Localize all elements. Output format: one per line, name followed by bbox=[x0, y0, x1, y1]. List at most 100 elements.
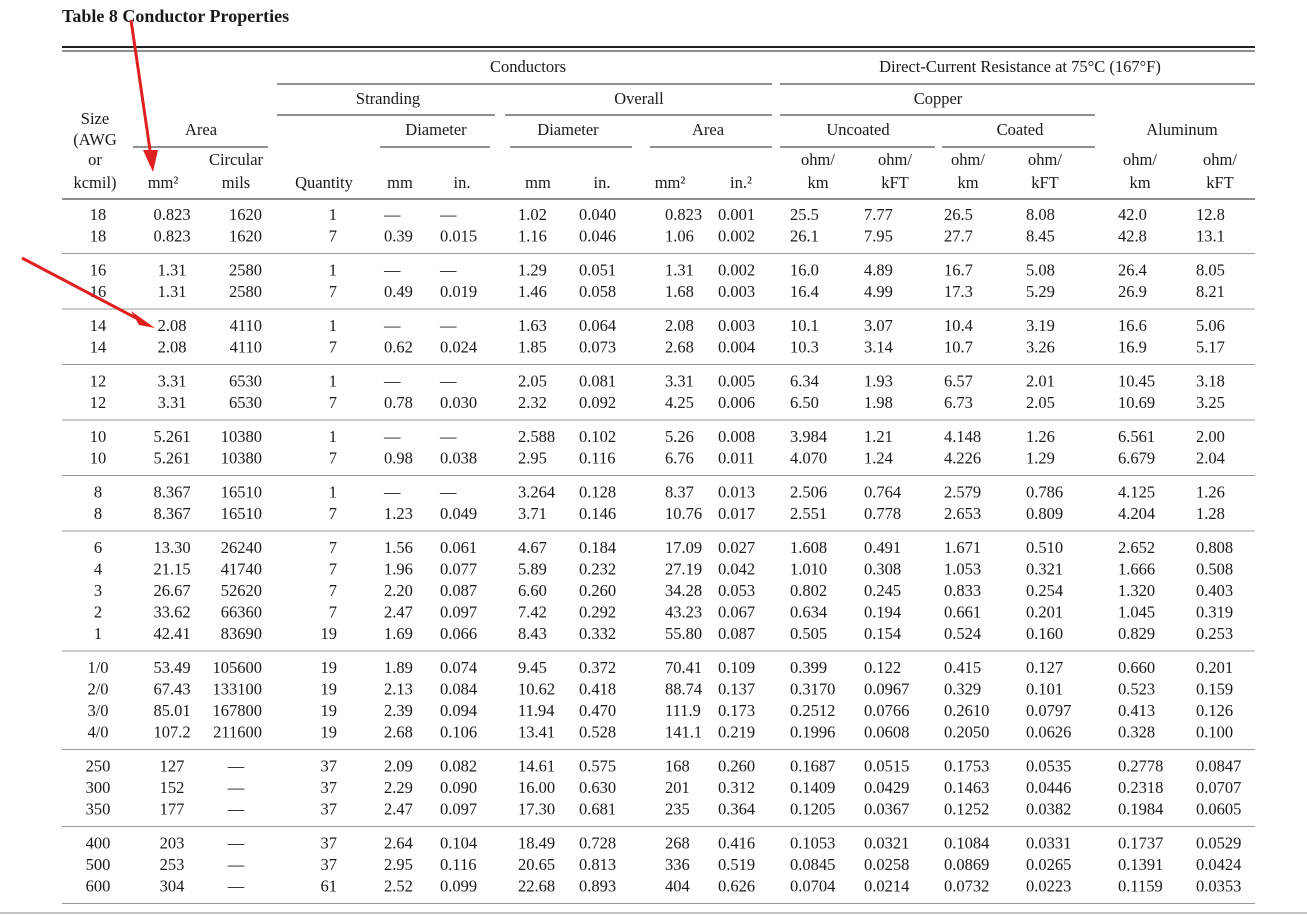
cell: 10.45 bbox=[1118, 371, 1155, 390]
cell: 1.045 bbox=[1118, 602, 1155, 621]
header: mm² bbox=[148, 173, 179, 192]
cell: 10380 bbox=[221, 427, 262, 446]
cell: 1.02 bbox=[518, 205, 547, 224]
cell: 6.50 bbox=[790, 393, 819, 412]
cell: 0.0331 bbox=[1026, 833, 1071, 852]
header: ohm/ bbox=[801, 150, 835, 169]
cell: 0.1737 bbox=[1118, 833, 1163, 852]
cell: 9.45 bbox=[518, 658, 547, 677]
cell: 0.1205 bbox=[790, 799, 835, 818]
cell: 0.160 bbox=[1026, 624, 1063, 643]
cell: 13.1 bbox=[1196, 226, 1225, 245]
cell: 21.15 bbox=[153, 559, 190, 578]
cell: 2.29 bbox=[384, 778, 413, 797]
cell: 0.329 bbox=[944, 679, 981, 698]
cell: 14 bbox=[90, 316, 107, 335]
cell: 37 bbox=[321, 855, 338, 874]
cell: 55.80 bbox=[665, 624, 702, 643]
cell: 20.65 bbox=[518, 855, 555, 874]
cell: 0.808 bbox=[1196, 538, 1233, 557]
cell: 1.31 bbox=[158, 260, 187, 279]
cell: — bbox=[383, 205, 401, 224]
cell: 1/0 bbox=[87, 658, 108, 677]
cell: 3.26 bbox=[1026, 337, 1055, 356]
cell: 42.8 bbox=[1118, 226, 1147, 245]
cell: 0.126 bbox=[1196, 701, 1233, 720]
cell: 250 bbox=[86, 756, 111, 775]
cell: 0.1391 bbox=[1118, 855, 1163, 874]
cell: 0.416 bbox=[718, 833, 755, 852]
cell: 0.094 bbox=[440, 701, 477, 720]
header: mm bbox=[525, 173, 551, 192]
cell: 2.05 bbox=[1026, 393, 1055, 412]
cell: — bbox=[227, 876, 245, 895]
cell: 6.34 bbox=[790, 371, 819, 390]
cell: 2.13 bbox=[384, 679, 413, 698]
cell: 1.320 bbox=[1118, 581, 1155, 600]
cell: 1.671 bbox=[944, 538, 981, 557]
cell: 1.21 bbox=[864, 427, 893, 446]
cell: 37 bbox=[321, 756, 338, 775]
cell: 0.097 bbox=[440, 799, 477, 818]
cell: 0.681 bbox=[579, 799, 616, 818]
cell: 0.002 bbox=[718, 260, 755, 279]
cell: 10.3 bbox=[790, 337, 819, 356]
cell: 1.85 bbox=[518, 337, 547, 356]
cell: 0.372 bbox=[579, 658, 616, 677]
annotation-arrows bbox=[21, 19, 158, 328]
header: km bbox=[1129, 173, 1150, 192]
cell: 4.89 bbox=[864, 260, 893, 279]
cell: 500 bbox=[86, 855, 111, 874]
cell: 1 bbox=[329, 260, 337, 279]
cell: 0.053 bbox=[718, 581, 755, 600]
cell: 7 bbox=[329, 226, 337, 245]
cell: 0.0429 bbox=[864, 778, 909, 797]
cell: 8.08 bbox=[1026, 205, 1055, 224]
cell: 8.367 bbox=[153, 504, 190, 523]
cell: 0.201 bbox=[1026, 602, 1063, 621]
cell: 0.0353 bbox=[1196, 876, 1241, 895]
header: in. bbox=[594, 173, 611, 192]
cell: 27.19 bbox=[665, 559, 702, 578]
header: Uncoated bbox=[826, 120, 890, 139]
cell: 0.1753 bbox=[944, 756, 989, 775]
cell: 0.067 bbox=[718, 602, 755, 621]
header: in.² bbox=[730, 173, 752, 192]
cell: 0.013 bbox=[718, 482, 755, 501]
header: Size bbox=[81, 109, 109, 128]
cell: 0.661 bbox=[944, 602, 981, 621]
header: Area bbox=[185, 120, 218, 139]
cell: 0.332 bbox=[579, 624, 616, 643]
header: mm² bbox=[655, 173, 686, 192]
cell: 0.159 bbox=[1196, 679, 1233, 698]
cell: 3.31 bbox=[158, 393, 187, 412]
cell: 1.31 bbox=[665, 260, 694, 279]
cell: 16 bbox=[90, 260, 107, 279]
cell: 0.0845 bbox=[790, 855, 835, 874]
cell: 0.319 bbox=[1196, 602, 1233, 621]
cell: 0.0967 bbox=[864, 679, 909, 698]
cell: 2.653 bbox=[944, 504, 981, 523]
cell: 0.201 bbox=[1196, 658, 1233, 677]
cell: 0.015 bbox=[440, 226, 477, 245]
cell: 201 bbox=[665, 778, 690, 797]
cell: 2.08 bbox=[158, 316, 187, 335]
cell: 26.67 bbox=[153, 581, 190, 600]
cell: 3.264 bbox=[518, 482, 555, 501]
cell: 1.63 bbox=[518, 316, 547, 335]
cell: 7 bbox=[329, 448, 337, 467]
header: ohm/ bbox=[951, 150, 985, 169]
cell: 0.100 bbox=[1196, 722, 1233, 741]
cell: 0.78 bbox=[384, 393, 413, 412]
cell: 0.364 bbox=[718, 799, 755, 818]
cell: 0.104 bbox=[440, 833, 477, 852]
cell: 10 bbox=[90, 427, 107, 446]
header: km bbox=[807, 173, 828, 192]
cell: 27.7 bbox=[944, 226, 973, 245]
cell: 66360 bbox=[221, 602, 262, 621]
cell: 10380 bbox=[221, 448, 262, 467]
cell: 0.626 bbox=[718, 876, 755, 895]
cell: 0.0732 bbox=[944, 876, 989, 895]
cell: 107.2 bbox=[153, 722, 190, 741]
cell: — bbox=[227, 756, 245, 775]
